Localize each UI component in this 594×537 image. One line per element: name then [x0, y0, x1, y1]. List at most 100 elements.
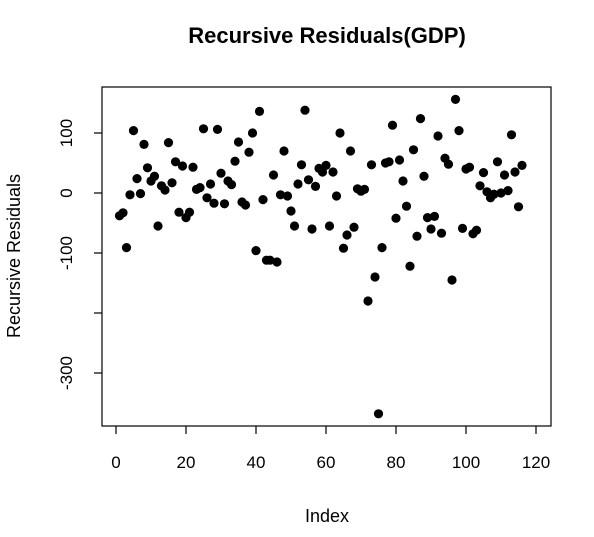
data-point [149, 171, 160, 181]
data-point [188, 162, 198, 172]
data-point [251, 246, 261, 256]
data-point [412, 231, 422, 241]
x-tick-label: 40 [247, 453, 266, 472]
data-point [426, 224, 436, 234]
data-point [132, 174, 142, 184]
data-point [478, 168, 489, 178]
data-point [121, 243, 132, 253]
data-point [496, 188, 506, 198]
x-tick-label: 0 [111, 453, 120, 472]
data-point [513, 202, 524, 212]
data-point [433, 131, 443, 141]
data-point [359, 184, 370, 194]
data-point [272, 257, 282, 267]
x-axis: 0 20 40 60 80 100 120 [111, 426, 550, 472]
data-point [268, 170, 279, 180]
y-axis-label: Recursive Residuals [4, 174, 24, 338]
data-point [254, 106, 265, 116]
x-tick-label: 100 [452, 453, 480, 472]
y-tick-label: 0 [57, 188, 76, 197]
data-point [370, 272, 380, 282]
data-point [177, 161, 188, 171]
data-point [219, 199, 230, 209]
data-point [265, 255, 275, 265]
data-point [377, 243, 387, 253]
data-point [153, 221, 163, 231]
data-point [338, 243, 349, 253]
data-point [279, 146, 289, 156]
data-point [454, 126, 464, 136]
plot-frame [101, 86, 552, 427]
data-point [464, 162, 475, 172]
data-point [139, 139, 149, 149]
data-point [125, 190, 135, 200]
data-point [275, 190, 286, 200]
data-point [303, 175, 314, 185]
data-point [331, 191, 342, 201]
data-point [384, 157, 394, 167]
data-point [244, 147, 254, 157]
data-point [289, 221, 300, 231]
data-point [230, 156, 240, 166]
data-point [419, 171, 429, 181]
data-point [475, 181, 485, 191]
data-point [373, 409, 384, 419]
y-tick-label: 100 [57, 119, 76, 147]
data-point [429, 211, 440, 221]
data-point [247, 128, 258, 138]
data-point [170, 157, 181, 167]
x-tick-label: 80 [387, 453, 406, 472]
data-point [422, 213, 433, 223]
data-point [345, 146, 356, 156]
data-point [506, 130, 517, 140]
data-point [202, 193, 212, 203]
data-point [447, 275, 457, 285]
data-point [408, 145, 419, 155]
data-point [198, 124, 209, 134]
data-point [184, 207, 195, 217]
data-point [363, 296, 373, 306]
data-point [471, 225, 482, 235]
data-point [296, 160, 307, 170]
x-tick-label: 60 [317, 453, 336, 472]
data-point [160, 185, 170, 195]
data-point [240, 200, 251, 210]
data-point [310, 181, 321, 191]
data-point [398, 176, 408, 186]
data-point [142, 163, 153, 173]
data-point [282, 191, 293, 201]
data-point [335, 128, 345, 138]
x-axis-label: Index [305, 506, 349, 526]
data-points [114, 94, 527, 419]
data-point [503, 186, 513, 196]
y-tick-label: -300 [57, 356, 76, 390]
data-point [328, 167, 338, 177]
chart-title: Recursive Residuals(GDP) [188, 23, 466, 48]
data-point [226, 180, 237, 190]
data-point [510, 167, 520, 177]
data-point [489, 189, 499, 199]
data-point [457, 223, 468, 233]
data-point [163, 138, 174, 148]
data-point [415, 114, 426, 124]
data-point [321, 160, 331, 170]
data-point [342, 230, 352, 240]
data-point [405, 261, 415, 271]
data-point [492, 157, 503, 167]
data-point [216, 168, 226, 178]
data-point [349, 222, 359, 232]
data-point [205, 179, 216, 189]
data-point [366, 160, 377, 170]
data-point [174, 207, 184, 217]
data-point [167, 178, 177, 188]
data-point [391, 213, 401, 223]
data-point [517, 160, 527, 170]
x-tick-label: 120 [522, 453, 550, 472]
data-point [135, 189, 146, 199]
y-axis: 100 0 -100 -300 [57, 119, 102, 390]
data-point [258, 195, 268, 205]
data-point [450, 94, 461, 104]
data-point [118, 208, 128, 218]
data-point [233, 137, 244, 147]
